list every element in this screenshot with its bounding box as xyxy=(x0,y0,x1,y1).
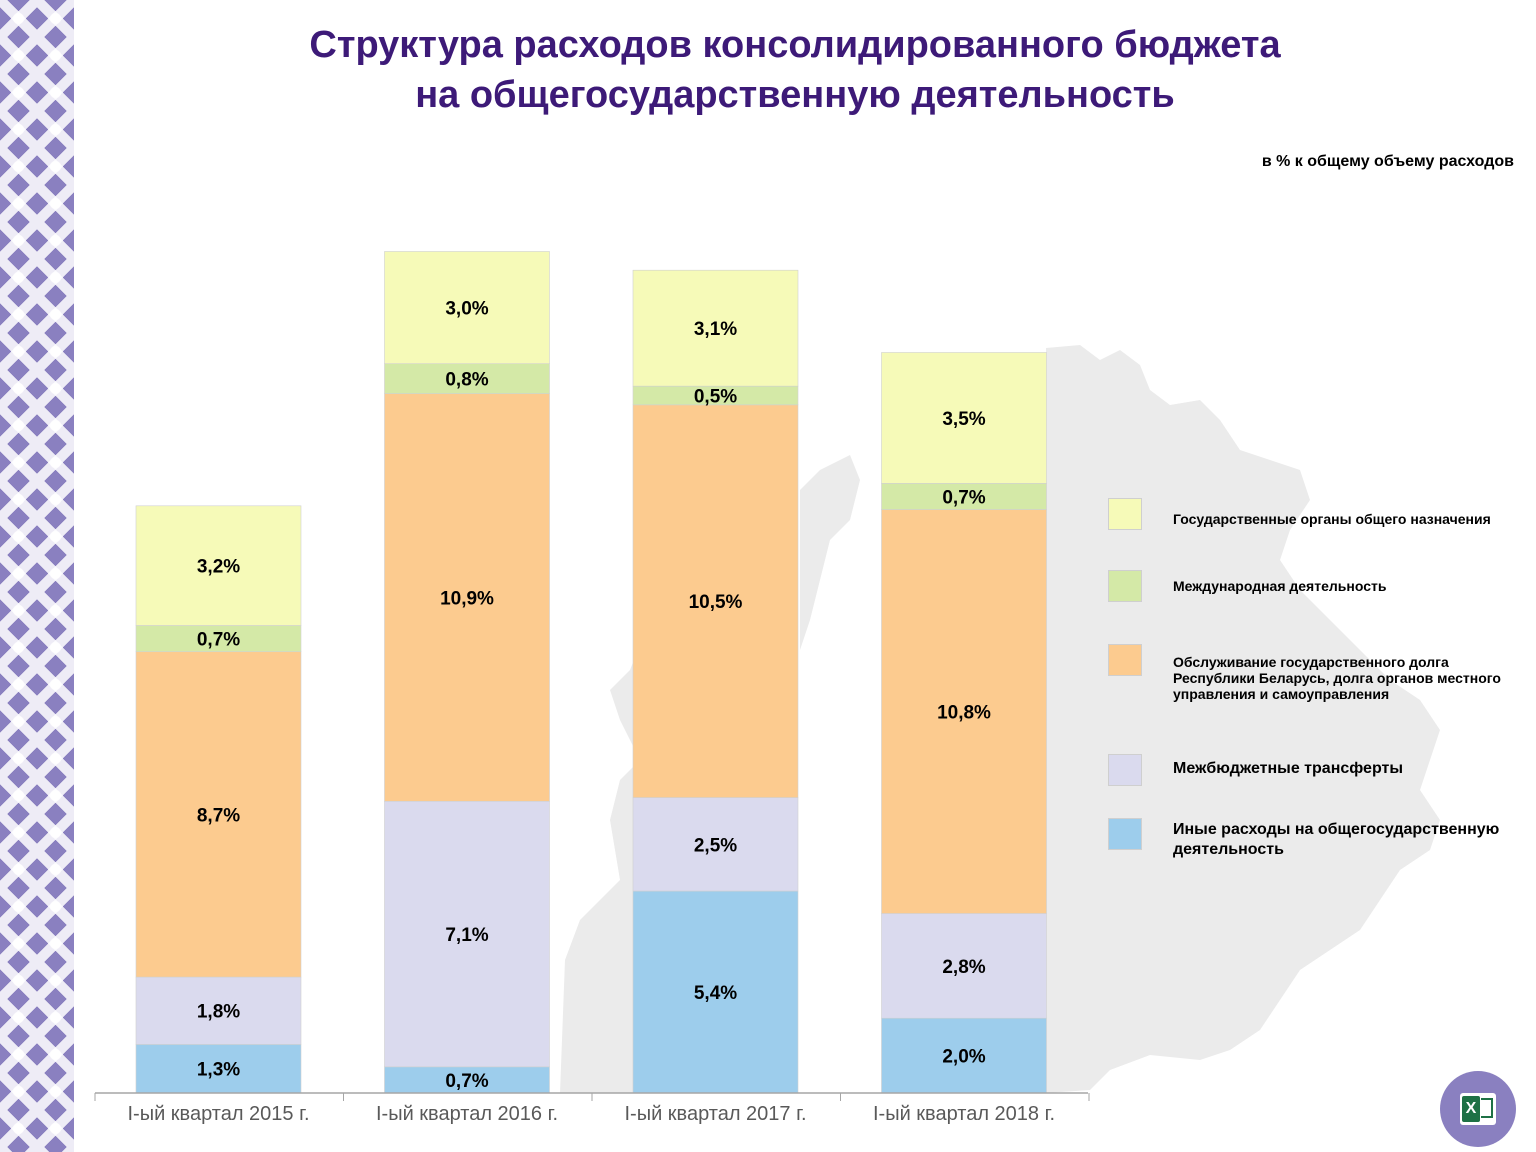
bar-segment xyxy=(135,976,302,1045)
bar-segment xyxy=(135,651,302,978)
legend-swatch xyxy=(1108,498,1142,530)
data-label: 0,7% xyxy=(942,487,985,508)
sheet-icon xyxy=(1481,1098,1493,1118)
excel-icon-glyph: X xyxy=(1462,1096,1480,1122)
data-label: 0,8% xyxy=(445,370,488,391)
bar-segment xyxy=(632,890,799,1094)
data-label: 10,9% xyxy=(440,588,494,609)
x-tick-label: I-ый квартал 2016 г. xyxy=(376,1103,558,1125)
title-line-1: Структура расходов консолидированного бю… xyxy=(309,24,1281,66)
data-label: 5,4% xyxy=(694,983,737,1004)
units-note: в % к общему объему расходов xyxy=(1261,153,1514,170)
data-label: 1,3% xyxy=(197,1060,240,1081)
legend-label: Государственные органы общего назначения xyxy=(1173,511,1491,527)
bars-group: 1,3% 1,8% 8,7% 0,7% 3,2% 0,7% 7,1% 10,9% 0,8% 3,0… xyxy=(135,251,1047,1094)
legend-swatch xyxy=(1108,754,1142,786)
data-label: 3,5% xyxy=(942,409,985,430)
bar-segment xyxy=(881,509,1047,914)
bar-segment xyxy=(384,800,550,1068)
page-title: Структура расходов консолидированного бю… xyxy=(90,20,1500,120)
bar-segment xyxy=(384,1066,550,1094)
data-label: 3,0% xyxy=(445,299,488,320)
data-label: 0,7% xyxy=(197,630,240,651)
legend-label: Обслуживание государственного долга Респ… xyxy=(1173,654,1501,702)
data-label: 1,8% xyxy=(197,1002,240,1023)
bar-segment xyxy=(632,269,799,387)
data-label: 2,8% xyxy=(942,957,985,978)
data-label: 3,2% xyxy=(197,557,240,578)
data-label: 2,0% xyxy=(942,1047,985,1068)
map-shape xyxy=(560,345,1440,1093)
bar-segment xyxy=(632,797,799,892)
bar-segment xyxy=(135,1044,302,1094)
bar-segment xyxy=(135,505,302,626)
legend-label: Межбюджетные трансферты xyxy=(1173,760,1403,777)
data-label: 10,8% xyxy=(937,703,991,724)
bar-segment xyxy=(384,363,550,394)
data-label: 10,5% xyxy=(689,592,743,613)
data-label: 0,5% xyxy=(694,386,737,407)
x-tick-label: I-ый квартал 2017 г. xyxy=(624,1103,806,1125)
x-axis: I-ый квартал 2015 г. I-ый квартал 2016 г.… xyxy=(94,1092,1090,1125)
legend-label: Иные расходы на общегосударственную деят… xyxy=(1173,821,1500,858)
bar-segment xyxy=(881,352,1047,484)
excel-icon: X xyxy=(1460,1093,1496,1125)
legend-swatch xyxy=(1108,644,1142,676)
bar-segment xyxy=(881,1017,1047,1094)
legend-label: Международная деятельность xyxy=(1173,578,1387,594)
x-tick-label: I-ый квартал 2015 г. xyxy=(127,1103,309,1125)
data-label: 3,1% xyxy=(694,319,737,340)
legend-swatch xyxy=(1108,570,1142,602)
legend-swatch xyxy=(1108,818,1142,850)
bar-segment xyxy=(881,913,1047,1019)
ornament-border xyxy=(0,0,74,1152)
data-label: 7,1% xyxy=(445,925,488,946)
data-label: 2,5% xyxy=(694,835,737,856)
bar-segment xyxy=(384,393,550,802)
bar-segment xyxy=(135,625,302,652)
data-label: 0,7% xyxy=(445,1071,488,1092)
x-tick-label: I-ый квартал 2018 г. xyxy=(873,1103,1055,1125)
excel-download-button[interactable]: X xyxy=(1440,1071,1516,1147)
bar-segment xyxy=(384,251,550,364)
data-label: 8,7% xyxy=(197,805,240,826)
title-line-2: на общегосударственную деятельность xyxy=(415,74,1175,116)
